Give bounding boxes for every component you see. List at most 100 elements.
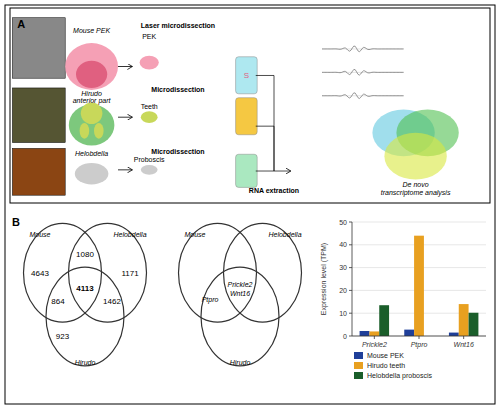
venn-circle [46, 267, 124, 366]
tick-label: 10 [339, 310, 347, 317]
venn-circle [179, 223, 257, 322]
panel-border [10, 8, 490, 203]
photo-placeholder [12, 148, 65, 195]
category-label: Ptpro [411, 341, 428, 349]
arrow [274, 171, 291, 172]
axis-label: Expression level (TPM) [320, 243, 328, 315]
annotation: Proboscis [134, 156, 165, 163]
arrow [118, 169, 132, 170]
venn-circle [224, 223, 302, 322]
tick-mark [349, 313, 352, 314]
tube [236, 154, 258, 187]
region-value: 923 [56, 332, 70, 341]
bar [449, 333, 459, 336]
tick-label: 40 [339, 241, 347, 248]
chromatogram-trace [322, 69, 404, 75]
tube [236, 57, 258, 94]
region-label: Ptpro [202, 296, 219, 304]
annotation: Teeth [141, 103, 158, 110]
illustration-shape [76, 61, 107, 88]
bar [459, 304, 469, 336]
legend: Mouse PEKHirudo teethHelobdella probosci… [354, 352, 432, 380]
bar [379, 305, 389, 336]
legend-swatch [354, 372, 363, 379]
connector [256, 171, 274, 172]
y-axis [352, 222, 353, 336]
bar [469, 313, 479, 336]
arrow [118, 66, 132, 67]
legend-swatch [354, 352, 363, 359]
text-line: anterior part [73, 97, 112, 105]
region-value: 864 [51, 297, 65, 306]
illustration-shape [141, 111, 158, 123]
illustration-shape [65, 43, 118, 90]
set-label: Helobdella [268, 231, 301, 238]
annotation: De novotranscriptome analysis [381, 181, 451, 197]
annotation: Hirudoanterior part [73, 90, 112, 106]
region-value: 1080 [76, 250, 94, 259]
annotation: Helobdella [75, 150, 108, 157]
bar [369, 331, 379, 336]
region-value: 1171 [121, 269, 139, 278]
tick-label: 0 [343, 333, 347, 340]
venn-diagram: Mouse Helobdella Hirudo Prickle2 Wnt16 Ptpro [179, 223, 302, 366]
legend-swatch [354, 362, 363, 369]
tick-mark [419, 336, 420, 339]
tick-label: 30 [339, 264, 347, 271]
chromatogram-trace [322, 46, 404, 52]
venn-circle [24, 223, 102, 322]
legend-label: Hirudo teeth [367, 362, 405, 369]
panel-label: A [17, 18, 25, 30]
venn-circle [69, 223, 147, 322]
photo-placeholder [12, 18, 65, 78]
figure-border [5, 5, 495, 404]
region-label: Prickle2 [228, 281, 253, 288]
bar [360, 331, 370, 336]
venn-diagram: MouseHelobdellaHirudo4643117192310808641… [12, 216, 147, 366]
text-line: transcriptome analysis [381, 189, 451, 197]
panel-label: B [12, 216, 20, 228]
annotation: RNA extraction [249, 187, 299, 194]
tick-mark [349, 290, 352, 291]
panel-a: Mouse PEKPEKLaser microdissectionSHirudo… [10, 8, 490, 203]
tick-mark [349, 336, 352, 337]
illustration-shape [94, 123, 104, 139]
tube [236, 98, 258, 135]
bar [414, 236, 424, 336]
tick-label: 50 [339, 219, 347, 226]
tick-mark [349, 222, 352, 223]
annotation: S [244, 71, 249, 80]
connector [256, 126, 274, 171]
text-line: De novo [403, 181, 429, 188]
connector [256, 75, 274, 171]
tick-label: 20 [339, 287, 347, 294]
set-label: Hirudo [230, 359, 251, 366]
illustration-shape [141, 165, 158, 175]
region-label: Wnt16 [230, 290, 250, 297]
legend-label: Helobdella proboscis [367, 372, 432, 380]
venn-circle [201, 267, 279, 366]
tick-mark [349, 244, 352, 245]
illustration-shape [80, 123, 90, 139]
illustration-shape [384, 133, 446, 180]
set-label: Mouse [29, 231, 50, 238]
category-label: Prickle2 [362, 341, 387, 348]
annotation: Microdissection [151, 86, 204, 93]
annotation: Laser microdissection [141, 22, 215, 29]
set-label: Hirudo [75, 359, 96, 366]
set-label: Mouse [184, 231, 205, 238]
arrow [118, 117, 132, 118]
region-value: 1462 [103, 297, 121, 306]
illustration-shape [81, 103, 103, 124]
set-label: Helobdella [113, 231, 146, 238]
chromatogram-trace [322, 93, 404, 99]
tick-mark [349, 267, 352, 268]
annotation: Microdissection [151, 148, 204, 155]
illustration-shape [75, 163, 109, 184]
figure: Mouse PEKPEKLaser microdissectionSHirudo… [0, 0, 500, 409]
bars [360, 236, 479, 336]
photo-placeholder [12, 88, 65, 143]
text-line: Hirudo [81, 90, 102, 97]
category-label: Wnt16 [454, 341, 474, 348]
annotation: Mouse PEK [73, 27, 110, 34]
